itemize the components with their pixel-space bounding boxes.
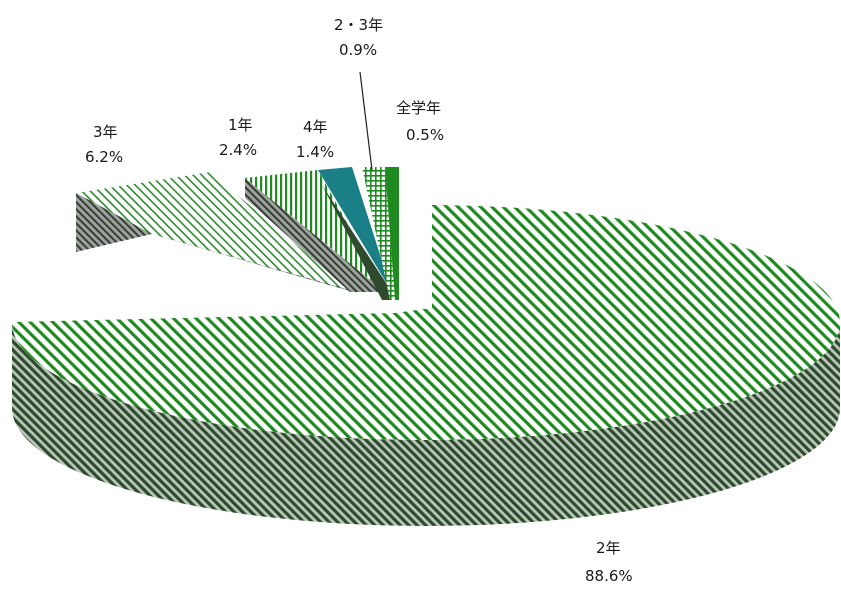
slice-2-3nen	[362, 167, 395, 300]
leader-line-2-3nen	[359, 71, 373, 171]
label-3nen-value: 6.2%	[85, 148, 123, 166]
label-2-3nen-value: 0.9%	[339, 41, 377, 59]
label-2nen-name: 2年	[596, 539, 621, 557]
label-4nen-value: 1.4%	[296, 143, 334, 161]
label-zengakunen-value: 0.5%	[406, 126, 444, 144]
slice-4nen-side	[322, 185, 392, 300]
label-2nen: 2年 88.6%	[585, 539, 633, 585]
label-4nen: 4年 1.4%	[296, 118, 334, 161]
label-2-3nen: 2・3年 0.9%	[334, 16, 383, 59]
label-2nen-value: 88.6%	[585, 567, 633, 585]
label-2-3nen-name: 2・3年	[334, 16, 383, 34]
slice-1nen-top	[245, 170, 385, 292]
slice-zengakunen	[385, 167, 399, 300]
label-4nen-name: 4年	[303, 118, 328, 136]
slice-3nen-top	[76, 172, 350, 290]
label-zengakunen-name: 全学年	[396, 99, 441, 117]
label-1nen-value: 2.4%	[219, 141, 257, 159]
label-1nen: 1年 2.4%	[219, 116, 257, 159]
label-3nen: 3年 6.2%	[85, 123, 123, 166]
label-1nen-name: 1年	[228, 116, 253, 134]
slice-2nen-top	[12, 205, 840, 440]
label-3nen-name: 3年	[93, 123, 118, 141]
slice-2nen-side	[12, 322, 840, 526]
label-zengakunen: 全学年 0.5%	[396, 99, 444, 144]
slice-4nen-top	[318, 167, 392, 292]
